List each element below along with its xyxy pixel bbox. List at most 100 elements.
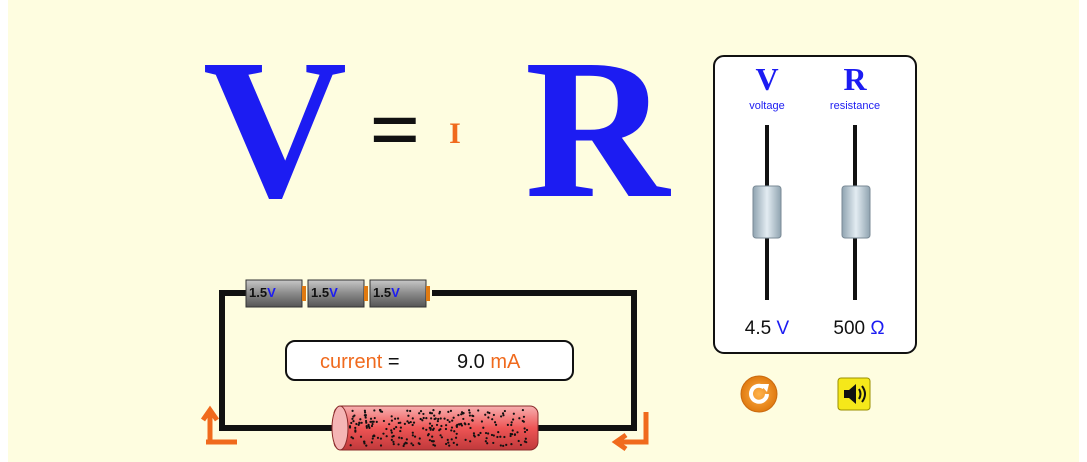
electron [350,421,353,425]
electron [445,424,448,427]
electron [521,419,524,423]
electron [523,427,526,430]
electron [419,410,423,413]
slider-symbol: V [755,61,778,97]
electron [433,414,436,417]
electron [446,438,449,442]
current-readout-box [285,340,574,381]
electron [452,441,455,444]
equation-i: I [449,117,461,150]
electron [390,419,394,422]
battery-terminal [426,286,430,301]
electron [460,413,463,416]
sound-button[interactable] [837,377,871,411]
electron [390,415,393,418]
electron [521,408,524,412]
electron [359,418,362,421]
electron [444,427,448,431]
electron [437,417,440,421]
electron [455,432,458,435]
electron [407,421,411,424]
current-label: current [320,351,383,373]
electron [455,425,459,428]
electron [523,430,527,434]
electron [439,417,442,420]
electron [395,425,398,429]
electron [525,428,529,432]
equation-equals: = [369,81,420,180]
electron [365,425,368,428]
electron [367,425,370,428]
electron [472,434,476,437]
electron [509,432,512,436]
electron [510,423,513,427]
value: 500 [833,318,865,339]
electron [425,416,428,420]
electron [492,413,495,417]
electron [399,426,402,429]
electron [363,409,366,412]
electron [480,420,484,423]
electron [500,415,503,418]
electron [422,427,425,430]
electron [459,422,463,425]
electron [418,412,421,415]
electron [512,412,515,415]
electron [422,412,425,416]
electron [505,443,508,446]
electron [363,414,366,417]
electron [351,437,355,440]
electron [447,410,450,413]
electron [433,417,436,421]
electron [409,409,412,413]
electron [399,429,402,433]
electron [399,421,402,424]
electron [373,409,376,412]
electron [405,438,408,441]
electron [453,430,456,433]
battery-unit: V [391,285,400,300]
electron [471,419,474,422]
battery-value: 1.5 [373,285,391,300]
electron [403,422,406,426]
reset-button[interactable] [740,375,778,413]
electron [494,423,498,426]
electron [519,443,523,447]
electron [372,420,375,423]
electron [370,441,373,444]
electron [370,424,374,428]
electron [360,421,363,424]
voltage-slider-thumb[interactable] [752,185,782,239]
resistor [331,405,539,451]
electron [506,423,509,427]
electron [486,442,489,445]
electron [348,425,352,428]
control-panel [713,55,917,354]
battery: 1.5V [245,279,306,308]
current-equals: = [388,351,400,373]
electron [479,431,482,435]
electron [385,435,388,438]
electron [418,437,421,440]
electron [457,423,461,426]
electron [484,431,488,435]
electron [488,411,491,415]
electron [485,437,488,440]
electron [369,420,372,423]
electron [502,414,505,417]
electron [411,417,414,420]
electron [413,435,417,438]
slider-readout: 500 Ω [833,318,884,339]
current-arrow [200,405,237,445]
battery-label: 1.5V [311,285,338,300]
electron [448,420,451,423]
electron [491,418,494,421]
slider-name: resistance [830,100,880,112]
current-arrow [611,412,649,452]
electron [440,424,443,428]
electron [432,409,435,412]
electron [364,419,368,423]
resistance-slider-thumb[interactable] [841,185,871,239]
electron [482,426,485,429]
